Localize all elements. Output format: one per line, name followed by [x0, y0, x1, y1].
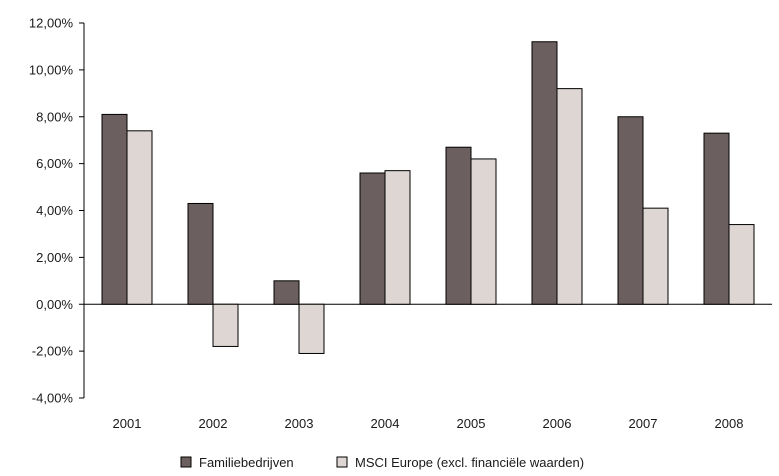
y-tick-label: 4,00%	[36, 203, 73, 218]
x-tick-label: 2001	[113, 416, 142, 431]
legend-label: Familiebedrijven	[199, 455, 294, 470]
y-tick-labels: 12,00% 10,00% 8,00% 6,00% 4,00% 2,00% 0,00% -2,…	[29, 16, 74, 406]
y-tick-label: -4,00%	[32, 391, 74, 406]
bar-msci-europe-2007	[642, 207, 669, 305]
y-tick-label: 2,00%	[36, 250, 73, 265]
y-tick-label: 10,00%	[29, 62, 74, 77]
x-tick-label: 2008	[715, 416, 744, 431]
bar-familiebedrijven-2003	[273, 280, 300, 305]
bar-familiebedrijven-2002	[187, 202, 214, 305]
bars	[101, 41, 755, 354]
bar-msci-europe-2004	[384, 170, 411, 305]
bar-msci-europe-2003	[298, 303, 325, 354]
y-tick-label: -2,00%	[32, 344, 74, 359]
legend: Familiebedrijven MSCI Europe (excl. finan…	[180, 455, 584, 470]
bar-familiebedrijven-2001	[101, 113, 128, 305]
bar-familiebedrijven-2006	[531, 41, 558, 305]
bar-msci-europe-2002	[212, 303, 239, 347]
y-tick-label: 0,00%	[36, 297, 73, 312]
bar-msci-europe-2008	[728, 224, 755, 305]
y-tick-label: 12,00%	[29, 16, 74, 31]
bar-msci-europe-2001	[126, 130, 153, 305]
bar-familiebedrijven-2004	[359, 172, 386, 305]
x-tick-label: 2007	[629, 416, 658, 431]
x-tick-label: 2006	[543, 416, 572, 431]
y-tick-label: 8,00%	[36, 109, 73, 124]
x-tick-label: 2004	[371, 416, 400, 431]
x-tick-label: 2005	[457, 416, 486, 431]
bar-familiebedrijven-2007	[617, 116, 644, 305]
bar-msci-europe-2005	[470, 158, 497, 305]
x-tick-label: 2002	[199, 416, 228, 431]
x-tick-labels: 2001 2002 2003 2004 2005 2006 2007 2008	[113, 416, 744, 431]
x-tick-label: 2003	[285, 416, 314, 431]
bar-familiebedrijven-2008	[703, 132, 730, 305]
bar-familiebedrijven-2005	[445, 146, 472, 305]
legend-swatch	[336, 456, 348, 468]
bar-msci-europe-2006	[556, 88, 583, 305]
legend-swatch	[180, 456, 192, 468]
legend-label: MSCI Europe (excl. financiële waarden)	[355, 455, 584, 470]
y-tick-label: 6,00%	[36, 156, 73, 171]
